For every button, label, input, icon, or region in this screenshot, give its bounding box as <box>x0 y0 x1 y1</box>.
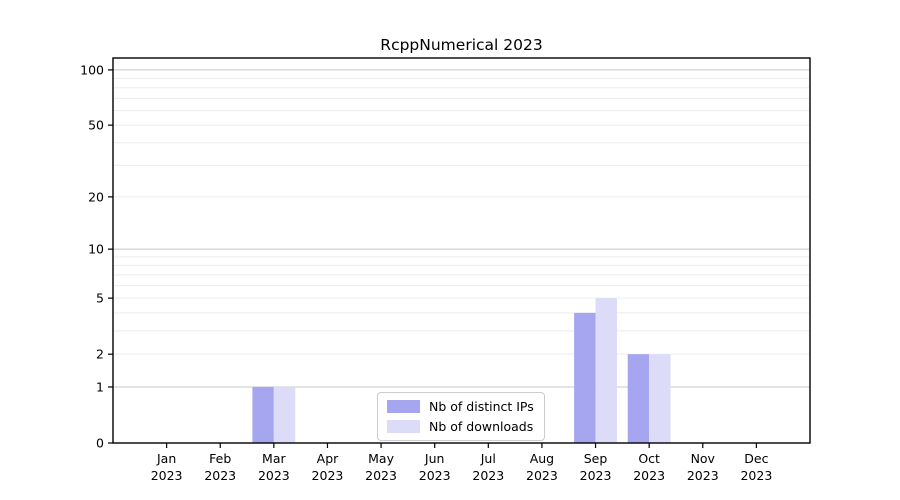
x-tick-label-month: Jan <box>156 451 176 466</box>
y-tick-label: 1 <box>96 379 104 394</box>
x-tick-label-month: Jul <box>480 451 496 466</box>
y-tick-label: 10 <box>88 242 104 257</box>
bar-distinct-ips-sep-2023 <box>574 312 596 443</box>
y-tick-label: 2 <box>96 347 104 362</box>
bar-downloads-sep-2023 <box>595 298 617 443</box>
legend-label-downloads: Nb of downloads <box>429 419 534 434</box>
x-tick-label-month: Nov <box>691 451 716 466</box>
bar-downloads-mar-2023 <box>273 386 296 443</box>
chart-title: RcppNumerical 2023 <box>380 36 543 54</box>
legend-item-downloads: Nb of downloads <box>387 419 534 434</box>
x-tick-label-month: Dec <box>744 451 768 466</box>
bar-downloads-oct-2023 <box>649 354 671 443</box>
legend-swatch-distinct-ips-icon <box>387 400 420 413</box>
x-tick-label-year: 2023 <box>472 468 504 483</box>
y-tick-label: 100 <box>80 62 104 77</box>
x-tick-label-year: 2023 <box>258 468 290 483</box>
x-tick-label-month: Oct <box>638 451 660 466</box>
plot-border <box>112 57 811 444</box>
x-tick-label-year: 2023 <box>633 468 665 483</box>
x-tick-label-year: 2023 <box>580 468 612 483</box>
y-tick-label: 20 <box>88 189 104 204</box>
x-tick-label-year: 2023 <box>740 468 772 483</box>
legend-swatch-downloads-icon <box>387 420 420 433</box>
legend-item-distinct-ips: Nb of distinct IPs <box>387 399 534 414</box>
x-tick-label-year: 2023 <box>204 468 236 483</box>
legend-label-distinct-ips: Nb of distinct IPs <box>429 399 534 414</box>
x-tick-label-month: May <box>368 451 394 466</box>
x-tick-label-year: 2023 <box>687 468 719 483</box>
bar-distinct-ips-mar-2023 <box>252 386 274 443</box>
y-tick-label: 0 <box>96 436 104 451</box>
x-tick-label-month: Apr <box>317 451 339 466</box>
x-tick-label-year: 2023 <box>419 468 451 483</box>
x-tick-label-year: 2023 <box>365 468 397 483</box>
x-tick-label-month: Jun <box>424 451 445 466</box>
y-tick-label: 50 <box>88 118 104 133</box>
x-tick-label-year: 2023 <box>151 468 183 483</box>
bar-distinct-ips-oct-2023 <box>627 354 650 443</box>
x-tick-label-year: 2023 <box>526 468 558 483</box>
legend: Nb of distinct IPs Nb of downloads <box>377 392 545 441</box>
x-tick-label-month: Aug <box>530 451 554 466</box>
x-tick-label-month: Feb <box>209 451 231 466</box>
x-tick-label-month: Mar <box>262 451 286 466</box>
x-tick-label-month: Sep <box>584 451 608 466</box>
y-tick-label: 5 <box>96 291 104 306</box>
x-tick-label-year: 2023 <box>312 468 344 483</box>
